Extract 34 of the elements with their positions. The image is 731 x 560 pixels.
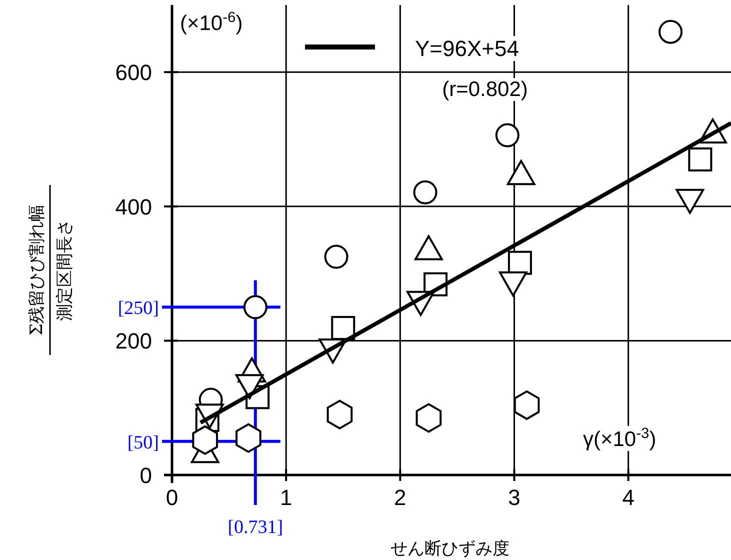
- text: 測定区間長さ: [55, 219, 75, 321]
- point: [331, 316, 356, 340]
- annotation: (r=0.802): [442, 78, 528, 101]
- y-tick-label: 200: [115, 328, 152, 354]
- legend-label: Y=96X+54: [415, 36, 519, 61]
- point: [514, 390, 540, 420]
- point: [416, 403, 442, 433]
- y-axis-title: Σ残留ひび割れ幅: [27, 204, 47, 336]
- ref-line-label: [250]: [118, 298, 159, 320]
- ref-line: [250]: [118, 298, 280, 320]
- point: [414, 235, 443, 260]
- point: [326, 400, 353, 430]
- point: [506, 160, 536, 186]
- y-tick-label: 0: [140, 463, 152, 488]
- x-tick-label: 1: [280, 485, 292, 510]
- y-tick-label: 400: [115, 194, 152, 220]
- annotation: (×10$^{-6}$): [180, 10, 243, 35]
- point: [192, 425, 218, 455]
- ref-line-label: [0.731]: [228, 517, 284, 538]
- annotation: γ(×10$^{-3}$): [583, 426, 656, 451]
- x-tick-label: 2: [394, 485, 406, 510]
- point: [324, 244, 348, 269]
- x-tick-label: 3: [508, 485, 520, 510]
- point: [243, 295, 268, 320]
- x-axis-title: せん断ひずみ度: [390, 539, 510, 559]
- y-tick-label: 600: [115, 60, 152, 86]
- point: [236, 423, 262, 453]
- point: [688, 147, 712, 172]
- point: [413, 180, 438, 204]
- x-tick-label: 0: [166, 485, 178, 510]
- point: [658, 20, 683, 44]
- x-tick-label: 4: [622, 485, 634, 510]
- ref-line-label: [50]: [127, 432, 159, 454]
- point: [495, 123, 520, 148]
